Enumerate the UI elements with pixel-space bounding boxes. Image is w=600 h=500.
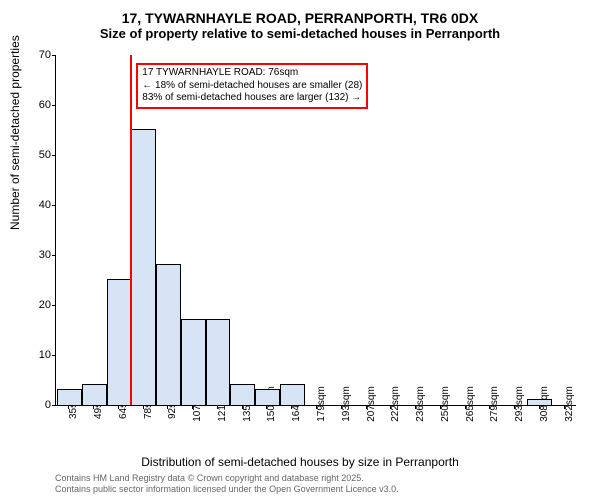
x-tick-label: 222sqm	[390, 386, 401, 422]
y-tick-label: 20	[26, 299, 51, 311]
x-tick-mark	[68, 405, 69, 409]
x-tick-mark	[242, 405, 243, 409]
x-tick-label: 236sqm	[415, 386, 426, 422]
x-tick-mark	[143, 405, 144, 409]
histogram-bar	[181, 319, 206, 405]
x-tick-mark	[118, 405, 119, 409]
x-tick-mark	[291, 405, 292, 409]
x-tick-mark	[564, 405, 565, 409]
histogram-bar	[82, 384, 107, 405]
x-tick-mark	[93, 405, 94, 409]
x-tick-mark	[514, 405, 515, 409]
x-tick-mark	[390, 405, 391, 409]
histogram-bar	[131, 129, 156, 405]
histogram-bar	[206, 319, 231, 405]
x-tick-mark	[465, 405, 466, 409]
x-axis-label: Distribution of semi-detached houses by …	[0, 455, 600, 469]
y-tick-mark	[52, 255, 56, 256]
copyright-line1: Contains HM Land Registry data © Crown c…	[55, 473, 399, 484]
x-tick-mark	[167, 405, 168, 409]
x-tick-label: 322sqm	[564, 386, 575, 422]
y-tick-mark	[52, 55, 56, 56]
annotation-line: 17 TYWARNHAYLE ROAD: 76sqm	[142, 67, 362, 80]
x-tick-label: 265sqm	[465, 386, 476, 422]
y-tick-mark	[52, 205, 56, 206]
x-tick-label: 179sqm	[316, 386, 327, 422]
x-tick-mark	[341, 405, 342, 409]
annotation-line: 83% of semi-detached houses are larger (…	[142, 92, 362, 105]
y-tick-label: 40	[26, 199, 51, 211]
x-tick-mark	[415, 405, 416, 409]
chart-container: 17, TYWARNHAYLE ROAD, PERRANPORTH, TR6 0…	[0, 0, 600, 500]
histogram-bar	[156, 264, 181, 405]
histogram-bar	[107, 279, 132, 405]
x-tick-mark	[489, 405, 490, 409]
y-tick-mark	[52, 305, 56, 306]
y-tick-mark	[52, 355, 56, 356]
x-tick-mark	[217, 405, 218, 409]
x-tick-label: 293sqm	[514, 386, 525, 422]
reference-line	[130, 55, 132, 405]
histogram-bar	[57, 389, 82, 405]
y-tick-label: 60	[26, 99, 51, 111]
x-tick-label: 279sqm	[489, 386, 500, 422]
y-tick-mark	[52, 155, 56, 156]
annotation-box: 17 TYWARNHAYLE ROAD: 76sqm← 18% of semi-…	[136, 63, 368, 109]
chart-title-main: 17, TYWARNHAYLE ROAD, PERRANPORTH, TR6 0…	[0, 0, 600, 26]
x-tick-label: 193sqm	[341, 386, 352, 422]
x-tick-label: 207sqm	[366, 386, 377, 422]
plot-area: 01020304050607035sqm49sqm64sqm78sqm92sqm…	[55, 55, 576, 406]
x-tick-mark	[316, 405, 317, 409]
histogram-bar	[230, 384, 255, 405]
x-tick-mark	[192, 405, 193, 409]
y-tick-label: 10	[26, 349, 51, 361]
histogram-bar	[527, 399, 552, 405]
chart-title-sub: Size of property relative to semi-detach…	[0, 26, 600, 46]
copyright-line2: Contains public sector information licen…	[55, 484, 399, 495]
copyright-text: Contains HM Land Registry data © Crown c…	[55, 473, 399, 495]
y-tick-label: 50	[26, 149, 51, 161]
x-tick-mark	[366, 405, 367, 409]
histogram-bar	[255, 389, 280, 405]
x-tick-mark	[440, 405, 441, 409]
x-tick-label: 250sqm	[440, 386, 451, 422]
x-tick-mark	[539, 405, 540, 409]
y-tick-label: 70	[26, 49, 51, 61]
histogram-bar	[280, 384, 305, 405]
annotation-line: ← 18% of semi-detached houses are smalle…	[142, 80, 362, 93]
y-tick-label: 0	[26, 399, 51, 411]
y-tick-label: 30	[26, 249, 51, 261]
x-tick-mark	[266, 405, 267, 409]
y-tick-mark	[52, 405, 56, 406]
y-axis-label: Number of semi-detached properties	[8, 35, 22, 230]
y-tick-mark	[52, 105, 56, 106]
